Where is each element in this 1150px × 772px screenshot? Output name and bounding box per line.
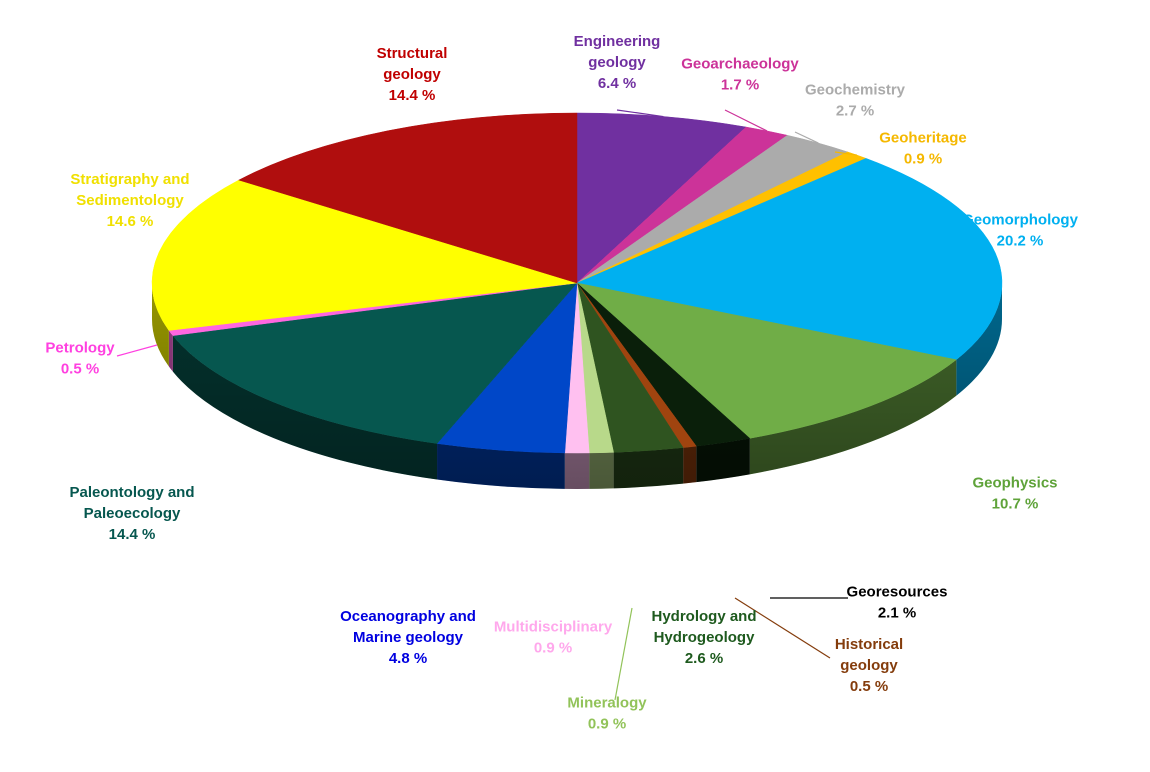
slice-stratigraphy-and-sedimentology — [151, 179, 578, 331]
slice-name-label: Oceanography and — [340, 608, 476, 625]
leader-line — [794, 131, 819, 144]
slice-geomorphology — [576, 158, 1003, 360]
slice-name-label: Historical — [835, 636, 903, 653]
leader-line — [614, 607, 633, 701]
slice-value-label: 6.4 % — [598, 75, 636, 92]
leader-line — [734, 597, 831, 659]
slice-label: Geomorphology 20.2 % — [962, 212, 1078, 250]
slice-value-label: 4.8 % — [389, 650, 427, 667]
slice-name-label: Stratigraphy and — [70, 171, 189, 188]
slice-name-label: Mineralogy — [567, 695, 647, 712]
slice-value-label: 2.7 % — [836, 103, 874, 120]
slice-name-label: Hydrogeology — [654, 629, 755, 646]
slice-value-label: 0.9 % — [534, 640, 572, 657]
slice-value-label: 20.2 % — [997, 233, 1044, 250]
pie-tops — [151, 112, 1003, 454]
slice-name-label: Paleontology and — [69, 484, 194, 501]
slice-value-label: 2.1 % — [878, 605, 916, 622]
slice-paleontology-and-paleoecology — [172, 282, 578, 444]
slice-label: Geoarchaeology 1.7 % — [681, 56, 799, 94]
leader-lines — [116, 109, 858, 701]
slice-name-label: Georesources — [847, 584, 948, 601]
slice-name-label: Geochemistry — [805, 82, 906, 99]
slice-geophysics — [576, 282, 957, 439]
leader-line — [116, 344, 158, 357]
slice-name-label: Multidisciplinary — [494, 619, 613, 636]
slice-value-label: 14.4 % — [109, 526, 156, 543]
slice-value-label: 0.9 % — [588, 716, 626, 733]
slice-name-label: Sedimentology — [76, 192, 184, 209]
slice-label: Mineralogy 0.9 % — [567, 695, 647, 733]
slice-name-label: Geomorphology — [962, 212, 1078, 229]
slice-value-label: 0.5 % — [61, 361, 99, 378]
slice-name-label: Marine geology — [353, 629, 464, 646]
slice-label: Paleontology and Paleoecology 14.4 % — [69, 484, 194, 543]
slice-name-label: Petrology — [45, 340, 115, 357]
slice-label: Georesources 2.1 % — [847, 584, 948, 622]
slice-label: Multidisciplinary 0.9 % — [494, 619, 613, 657]
slice-label: Stratigraphy and Sedimentology 14.6 % — [70, 171, 189, 230]
slice-value-label: 14.6 % — [107, 213, 154, 230]
slice-name-label: Hydrology and — [651, 608, 756, 625]
slice-name-label: Engineering — [574, 33, 661, 50]
slice-name-label: Geoarchaeology — [681, 56, 799, 73]
slice-labels: Engineering geology 6.4 % Geoarchaeology 1.7… — [45, 33, 1078, 733]
slice-label: Engineering geology 6.4 % — [574, 33, 661, 92]
slice-label: Petrology 0.5 % — [45, 340, 115, 378]
slice-name-label: Structural — [377, 45, 448, 62]
slice-label: Oceanography and Marine geology 4.8 % — [340, 608, 476, 667]
slice-structural-geology — [238, 112, 578, 284]
slice-name-label: Paleoecology — [84, 505, 181, 522]
slice-label: Geophysics 10.7 % — [972, 475, 1057, 513]
slice-label: Geoheritage 0.9 % — [879, 130, 967, 168]
leader-line — [616, 109, 664, 118]
slice-value-label: 2.6 % — [685, 650, 723, 667]
slice-value-label: 1.7 % — [721, 77, 759, 94]
slice-label: Historical geology 0.5 % — [835, 636, 903, 695]
slice-value-label: 0.9 % — [904, 151, 942, 168]
slice-name-label: geology — [383, 66, 441, 83]
slice-value-label: 14.4 % — [389, 87, 436, 104]
slice-label: Structural geology 14.4 % — [377, 45, 448, 104]
slice-name-label: Geoheritage — [879, 130, 967, 147]
slice-name-label: geology — [588, 54, 646, 71]
slice-value-label: 0.5 % — [850, 678, 888, 695]
slice-value-label: 10.7 % — [992, 496, 1039, 513]
leader-line — [724, 109, 768, 132]
slice-name-label: geology — [840, 657, 898, 674]
side-shading — [152, 283, 1002, 489]
pie-sides — [152, 283, 1002, 490]
slice-label: Geochemistry 2.7 % — [805, 82, 906, 120]
leader-line — [834, 151, 858, 156]
slice-label: Hydrology and Hydrogeology 2.6 % — [651, 608, 756, 667]
slice-name-label: Geophysics — [972, 475, 1057, 492]
